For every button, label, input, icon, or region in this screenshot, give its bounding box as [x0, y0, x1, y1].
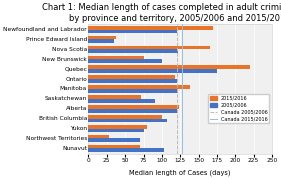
Bar [89, 105, 179, 109]
Bar [89, 65, 250, 69]
Bar [89, 46, 210, 49]
Bar [89, 30, 176, 33]
Bar [89, 59, 162, 63]
Bar [89, 139, 140, 142]
Bar [89, 79, 176, 83]
Bar [89, 75, 175, 79]
Bar [89, 40, 114, 43]
Bar [89, 36, 116, 40]
Bar [89, 148, 164, 152]
Bar [89, 135, 109, 139]
Bar [89, 119, 167, 122]
Bar [89, 145, 140, 148]
Bar [89, 55, 144, 59]
Bar [89, 99, 155, 103]
Legend: 2015/2016, 2005/2006, Canada 2005/2006, Canada 2015/2016: 2015/2016, 2005/2006, Canada 2005/2006, … [208, 94, 269, 124]
Bar [89, 26, 213, 30]
Bar [89, 125, 147, 129]
Bar [89, 129, 144, 132]
X-axis label: Median length of Cases (days): Median length of Cases (days) [130, 169, 231, 176]
Bar [89, 69, 217, 73]
Bar [89, 89, 178, 93]
Bar [89, 49, 178, 53]
Bar [89, 85, 190, 89]
Bar [89, 109, 176, 113]
Title: Chart 1: Median length of cases completed in adult criminal court
by province an: Chart 1: Median length of cases complete… [42, 3, 281, 23]
Bar [89, 95, 141, 99]
Bar [89, 115, 162, 119]
